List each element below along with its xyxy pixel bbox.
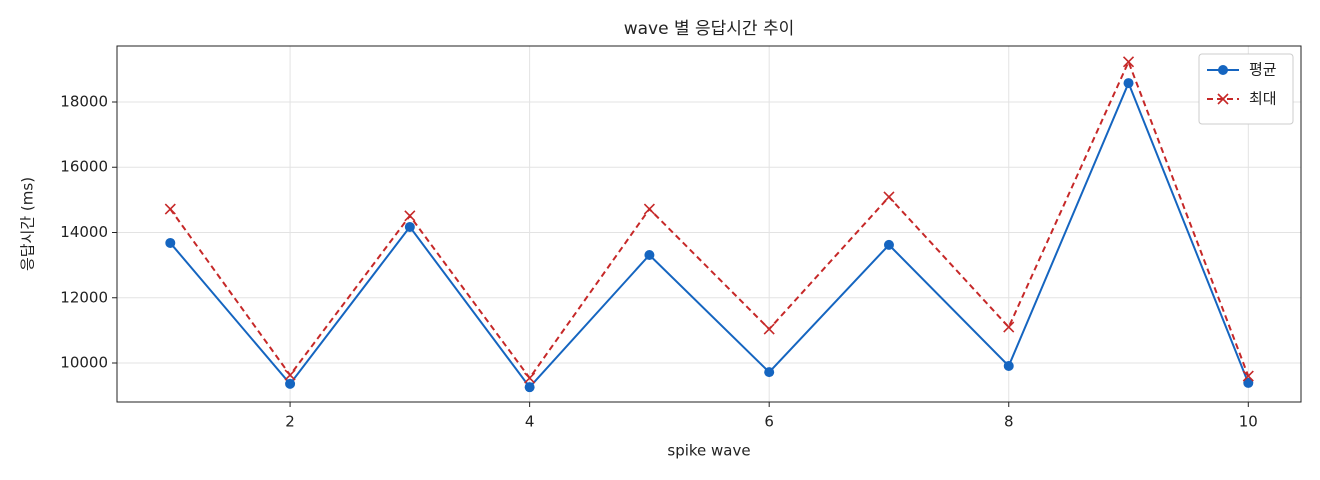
data-point	[643, 203, 655, 215]
x-tick-label: 10	[1239, 413, 1258, 431]
data-point	[1003, 360, 1014, 371]
y-tick-label: 14000	[60, 223, 108, 241]
data-point	[1122, 56, 1135, 68]
data-point	[764, 367, 775, 378]
x-tick-label: 6	[764, 413, 774, 431]
data-point	[404, 221, 415, 232]
data-point	[524, 372, 536, 384]
plot-frame	[116, 45, 1302, 403]
x-axis-label: spike wave	[667, 442, 750, 460]
y-axis-label: 응답시간 (ms)	[19, 177, 37, 271]
data-point	[404, 210, 416, 222]
data-point	[285, 378, 296, 389]
data-point	[165, 237, 176, 248]
legend-box	[1198, 53, 1294, 125]
y-tick-label: 18000	[60, 92, 108, 110]
y-tick-label: 10000	[60, 354, 108, 372]
legend-marker	[1218, 65, 1228, 75]
y-tick-label: 16000	[60, 158, 108, 176]
data-point	[164, 203, 176, 215]
series-line	[169, 59, 1250, 380]
chart-title: wave 별 응답시간 추이	[624, 19, 795, 39]
x-tick-label: 4	[525, 413, 535, 431]
data-point	[524, 382, 535, 393]
x-tick-label: 2	[285, 413, 295, 431]
x-tick-label: 8	[1004, 413, 1014, 431]
data-point	[763, 323, 775, 335]
data-point	[1243, 377, 1254, 388]
data-point	[1003, 321, 1015, 333]
data-point	[284, 369, 296, 381]
y-tick-label: 12000	[60, 288, 108, 306]
data-point	[644, 250, 655, 261]
data-point	[883, 239, 894, 250]
series-line	[169, 80, 1250, 389]
data-point	[1123, 78, 1134, 89]
data-point	[1242, 370, 1254, 382]
data-point	[883, 191, 895, 203]
legend-label: 최대	[1249, 90, 1277, 108]
legend-label: 평균	[1249, 61, 1277, 79]
legend-marker	[1217, 93, 1229, 105]
